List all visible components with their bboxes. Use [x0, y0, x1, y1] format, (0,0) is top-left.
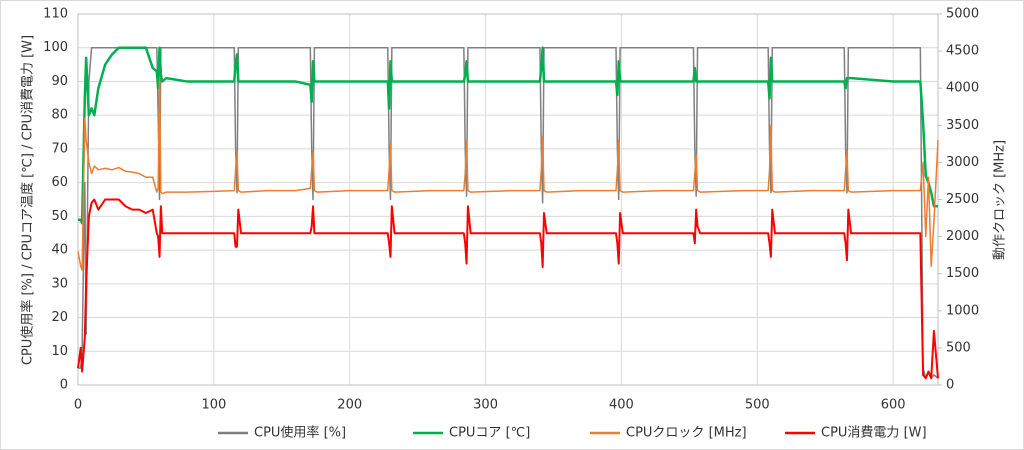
x-tick-label: 100 [201, 398, 226, 413]
x-tick-label: 500 [745, 398, 770, 413]
x-tick-label: 300 [473, 398, 498, 413]
y-tick-label: 40 [51, 243, 68, 258]
y-tick-label: 80 [51, 108, 68, 123]
x-tick-label: 200 [337, 398, 362, 413]
y-tick-label: 90 [51, 74, 68, 89]
y2-tick-label: 3000 [946, 155, 979, 170]
y2-tick-label: 2000 [946, 229, 979, 244]
y-tick-label: 10 [51, 344, 68, 359]
legend-label: CPU消費電力 [W] [821, 426, 927, 441]
y-tick-label: 0 [60, 378, 68, 393]
y2-tick-label: 1500 [946, 266, 979, 281]
plot-frame [77, 13, 939, 386]
x-tick-label: 400 [609, 398, 634, 413]
series-line [77, 80, 939, 271]
y-tick-label: 110 [43, 7, 68, 22]
y-tick-label: 30 [51, 276, 68, 291]
y-tick-label: 70 [51, 141, 68, 156]
legend-label: CPUクロック [MHz] [626, 426, 747, 441]
y2-tick-label: 2500 [946, 192, 979, 207]
y2-tick-label: 1000 [946, 303, 979, 318]
legend-label: CPU使用率 [%] [254, 425, 346, 441]
y2-tick-label: 500 [946, 340, 971, 355]
x-tick-label: 0 [74, 398, 82, 413]
y2-tick-label: 3500 [946, 118, 979, 133]
y-tick-label: 100 [43, 40, 68, 55]
x-tick-label: 600 [881, 398, 906, 413]
series-line [77, 198, 939, 380]
y-tick-label: 20 [51, 310, 68, 325]
y2-tick-label: 5000 [946, 7, 979, 22]
series-line [78, 46, 938, 225]
y-axis-title: CPU使用率 [%] / CPUコア温度 [℃] / CPU消費電力 [W] [20, 35, 36, 365]
y2-axis-title: 動作クロック [MHz] [993, 140, 1008, 260]
y-tick-label: 50 [51, 209, 68, 224]
legend-label: CPUコア [℃] [449, 426, 530, 441]
y-tick-label: 60 [51, 175, 68, 190]
y2-tick-label: 0 [946, 378, 954, 393]
y2-tick-label: 4000 [946, 81, 979, 96]
y2-tick-label: 4500 [946, 44, 979, 59]
